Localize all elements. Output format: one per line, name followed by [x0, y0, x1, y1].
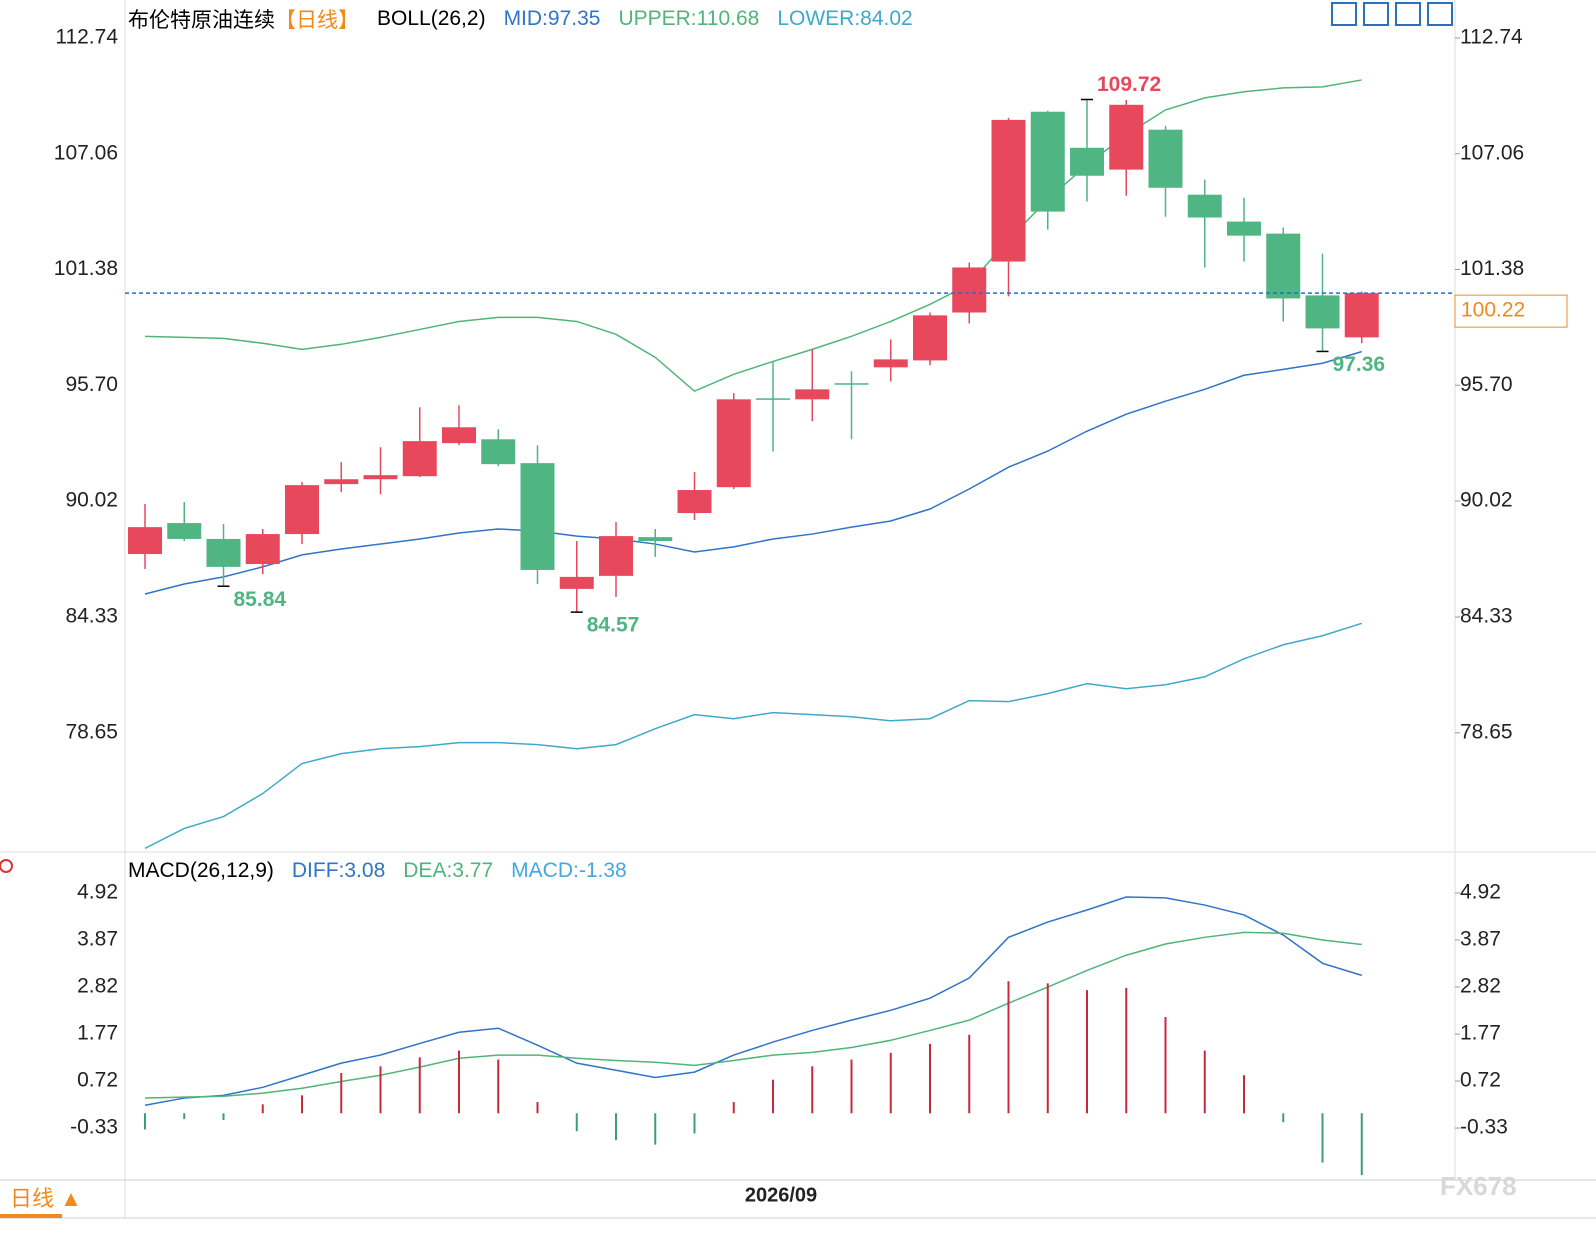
legend-items: MID:97.35 UPPER:110.68 LOWER:84.02	[504, 7, 913, 31]
candle-body	[1030, 111, 1065, 212]
watermark: FX678	[1440, 1171, 1517, 1201]
period: 【日线】	[275, 9, 359, 32]
candle-body	[834, 383, 869, 385]
candle-body	[559, 576, 594, 589]
candle-body	[638, 537, 673, 541]
period-button-bg[interactable]	[0, 1181, 122, 1217]
y-tick-label-right: 3.87	[1460, 928, 1501, 951]
y-tick-label-right: 4.92	[1460, 881, 1501, 904]
candle-body	[1070, 147, 1104, 176]
indicator-line	[144, 350, 1362, 595]
legend-entry: MID:97.35	[503, 7, 601, 30]
main-legend: 布伦特原油连续 【日线】 BOLL(26,2) MID:97.35 UPPER:1…	[128, 4, 913, 34]
y-tick-label-right: 95.70	[1460, 373, 1513, 396]
candle-body	[520, 463, 555, 570]
y-tick-label-right: 0.72	[1460, 1069, 1501, 1092]
y-tick-label: 2.82	[77, 975, 118, 998]
indicator-line	[144, 622, 1362, 850]
candle-body	[1266, 233, 1301, 299]
legend-entry: LOWER:84.02	[777, 7, 913, 30]
legend-entry: UPPER:110.68	[618, 7, 760, 30]
indicator-line	[144, 931, 1362, 1099]
y-tick-label: 101.38	[54, 257, 118, 280]
last-price-label: 100.22	[1461, 299, 1525, 322]
y-tick-label-right: 101.38	[1460, 257, 1524, 280]
y-tick-label: 112.74	[55, 25, 118, 48]
toolbar-icons[interactable]	[1331, 2, 1453, 26]
y-tick-label-right: 2.82	[1460, 975, 1501, 998]
indicator-line	[144, 79, 1362, 393]
title: 布伦特原油连续	[128, 9, 275, 32]
candle-body	[442, 427, 476, 444]
candle-body	[167, 523, 202, 539]
candle-body	[795, 389, 830, 400]
candle-body	[873, 359, 908, 368]
y-tick-label: 78.65	[65, 720, 118, 743]
candle-body	[756, 398, 790, 400]
y-tick-label: 0.72	[77, 1069, 118, 1092]
legend-entry: DEA:3.77	[403, 859, 494, 882]
y-tick-label: -0.33	[70, 1116, 118, 1139]
legend-items: DIFF:3.08 DEA:3.77 MACD:-1.38	[292, 859, 627, 883]
y-tick-label: 95.70	[65, 373, 118, 396]
candle-body	[1187, 194, 1222, 218]
extreme-label: 84.57	[587, 614, 640, 637]
candle-body	[481, 439, 516, 465]
y-tick-label: 84.33	[65, 605, 118, 628]
y-tick-label: 4.92	[77, 881, 118, 904]
candle-body	[285, 485, 319, 535]
candle-body	[1344, 293, 1379, 338]
y-tick-label-right: 78.65	[1460, 720, 1513, 743]
macd-title: MACD(26,12,9)	[128, 859, 274, 882]
legend-entry: DIFF:3.08	[291, 859, 386, 882]
candle-body	[952, 267, 987, 313]
macd-legend: MACD(26,12,9) DIFF:3.08 DEA:3.77 MACD:-1.3…	[128, 859, 627, 883]
y-tick-label: 90.02	[65, 489, 118, 512]
y-tick-label: 107.06	[54, 141, 118, 164]
y-tick-label-right: -0.33	[1460, 1116, 1508, 1139]
indicator: BOLL(26,2)	[377, 7, 486, 30]
candle-body	[245, 534, 280, 565]
y-tick-label: 1.77	[77, 1022, 118, 1045]
candle-body	[677, 490, 712, 514]
y-tick-label-right: 84.33	[1460, 605, 1513, 628]
last-price-box	[1454, 294, 1568, 328]
candle-body	[1109, 104, 1144, 170]
x-tick-label: 2026/09	[745, 1184, 817, 1206]
candle-body	[324, 479, 359, 485]
extreme-label: 109.72	[1097, 73, 1161, 96]
extreme-label: 97.36	[1333, 353, 1386, 376]
extreme-label: 85.84	[234, 588, 287, 611]
candle-body	[363, 475, 398, 480]
candle-body	[1148, 129, 1183, 188]
candle-body	[599, 536, 633, 576]
legend-entry: MACD:-1.38	[511, 859, 627, 882]
y-tick-label-right: 90.02	[1460, 489, 1513, 512]
candle-body	[128, 527, 162, 555]
y-tick-label-right: 1.77	[1460, 1022, 1501, 1045]
indicator-line	[144, 896, 1362, 1106]
candle-body	[716, 399, 751, 488]
candle-body	[402, 441, 437, 477]
y-tick-label-right: 107.06	[1460, 141, 1524, 164]
settings-icon[interactable]	[0, 859, 13, 873]
candle-body	[1305, 295, 1340, 329]
candle-body	[913, 315, 947, 361]
y-tick-label-right: 112.74	[1460, 25, 1523, 48]
candle-body	[206, 538, 241, 567]
period-button[interactable]: 日线 ▲	[10, 1186, 82, 1211]
candle-body	[1227, 221, 1261, 236]
y-tick-label: 3.87	[77, 928, 118, 951]
candle-body	[991, 119, 1026, 262]
